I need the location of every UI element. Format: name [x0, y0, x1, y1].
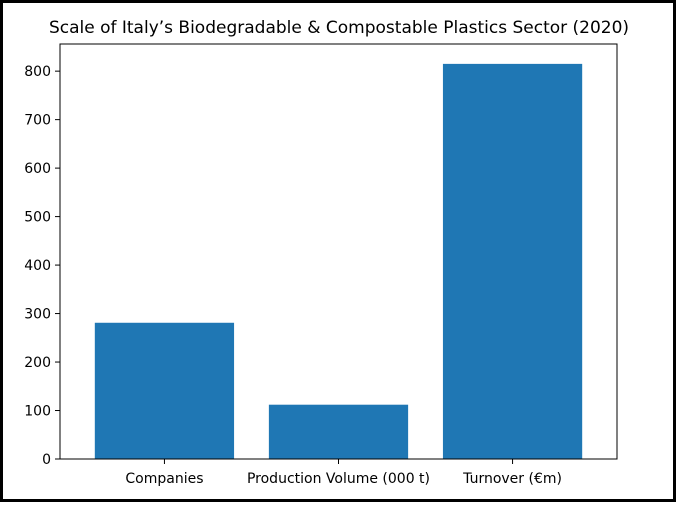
y-tick-label: 500 — [24, 210, 51, 226]
y-tick-label: 0 — [42, 452, 51, 468]
bars — [94, 63, 583, 460]
y-tick-label: 800 — [24, 64, 51, 80]
y-tick-label: 100 — [24, 404, 51, 420]
y-tick-label: 300 — [24, 307, 51, 323]
y-tick-label: 200 — [24, 355, 51, 371]
bar — [442, 63, 583, 460]
y-axis: 0 100 200 300 400 500 600 700 800 — [24, 64, 60, 468]
plot-border — [59, 43, 618, 460]
bar — [94, 322, 235, 459]
y-tick-label: 700 — [24, 113, 51, 129]
x-tick-label: Production Volume (000 t) — [247, 471, 430, 487]
x-tick-label: Companies — [125, 471, 203, 487]
chart-title: Scale of Italy’s Biodegradable & Compost… — [49, 18, 629, 38]
x-tick-label: Turnover (€m) — [462, 471, 562, 487]
x-axis: Companies Production Volume (000 t) Turnov… — [125, 459, 562, 487]
bar — [268, 404, 409, 459]
y-tick-label: 600 — [24, 161, 51, 177]
bar-chart: Scale of Italy’s Biodegradable & Compost… — [24, 18, 629, 487]
y-tick-label: 400 — [24, 258, 51, 274]
